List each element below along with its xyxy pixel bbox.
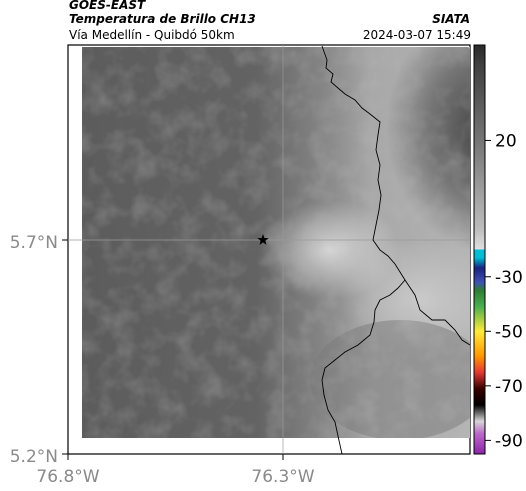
department-border xyxy=(321,45,406,455)
satellite-label: GOES-EAST xyxy=(69,0,146,12)
colorbar-ticks: 20 -30 -50 -70 -90 xyxy=(485,131,523,451)
organization-label: SIATA xyxy=(432,12,470,26)
lat-label-2: 5.2°N xyxy=(10,447,58,467)
colorbar xyxy=(473,44,486,455)
lat-label-1: 5.7°N xyxy=(10,233,58,253)
border-branch xyxy=(404,279,471,346)
region-label: Vía Medellín - Quibdó 50km xyxy=(69,28,235,42)
timestamp-label: 2024-03-07 15:49 xyxy=(362,28,471,42)
colorbar-tick-label: -50 xyxy=(495,322,523,342)
colorbar-tick-label: 20 xyxy=(495,131,517,151)
star-marker xyxy=(257,234,269,245)
colorbar-tick-label: -30 xyxy=(495,268,523,288)
lon-label-2: 76.3°W xyxy=(251,467,314,487)
product-title: Temperatura de Brillo CH13 xyxy=(69,12,256,26)
satellite-imagery xyxy=(82,47,470,438)
colorbar-tick-label: -70 xyxy=(495,377,523,397)
colorbar-tick-label: -90 xyxy=(495,431,523,451)
lon-label-1: 76.8°W xyxy=(36,467,99,487)
